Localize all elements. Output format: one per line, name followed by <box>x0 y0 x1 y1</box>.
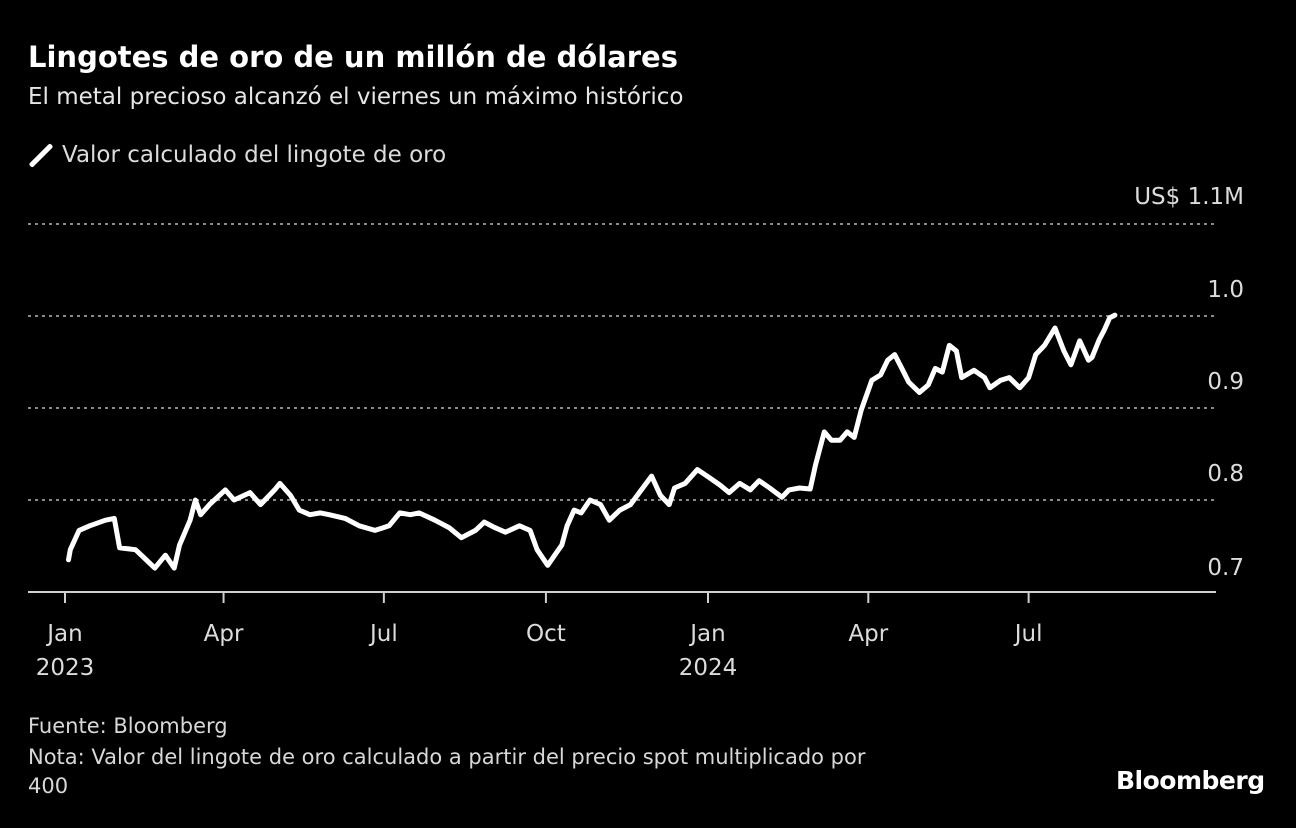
x-tick-label: Apr <box>204 621 244 647</box>
x-tick-label: Oct <box>526 621 566 647</box>
series-line <box>66 312 1118 571</box>
legend-label: Valor calculado del lingote de oro <box>62 142 447 168</box>
y-tick-label: 0.7 <box>1207 555 1244 581</box>
x-tick-year-label: 2024 <box>679 655 738 681</box>
legend: Valor calculado del lingote de oro <box>28 142 446 168</box>
y-tick-label: 0.9 <box>1207 369 1244 395</box>
x-tick-label: Apr <box>848 621 888 647</box>
x-tick-label: Jul <box>368 621 398 647</box>
x-tick-label: Jan <box>688 621 725 647</box>
x-tick-label: Jul <box>1013 621 1043 647</box>
footnote-continued: 400 <box>28 774 69 798</box>
x-tick-year-label: 2023 <box>36 655 95 681</box>
source-note: Fuente: Bloomberg <box>28 714 228 738</box>
x-tick-label: Jan <box>45 621 82 647</box>
chart-subtitle: El metal precioso alcanzó el viernes un … <box>28 84 684 110</box>
y-tick-label: US$ 1.1M <box>1134 184 1244 210</box>
footnote: Nota: Valor del lingote de oro calculado… <box>28 745 866 769</box>
y-tick-label: 0.8 <box>1207 461 1244 487</box>
bloomberg-logo: Bloomberg <box>1116 766 1265 795</box>
chart-title: Lingotes de oro de un millón de dólares <box>28 40 678 74</box>
y-tick-label: 1.0 <box>1207 277 1244 303</box>
